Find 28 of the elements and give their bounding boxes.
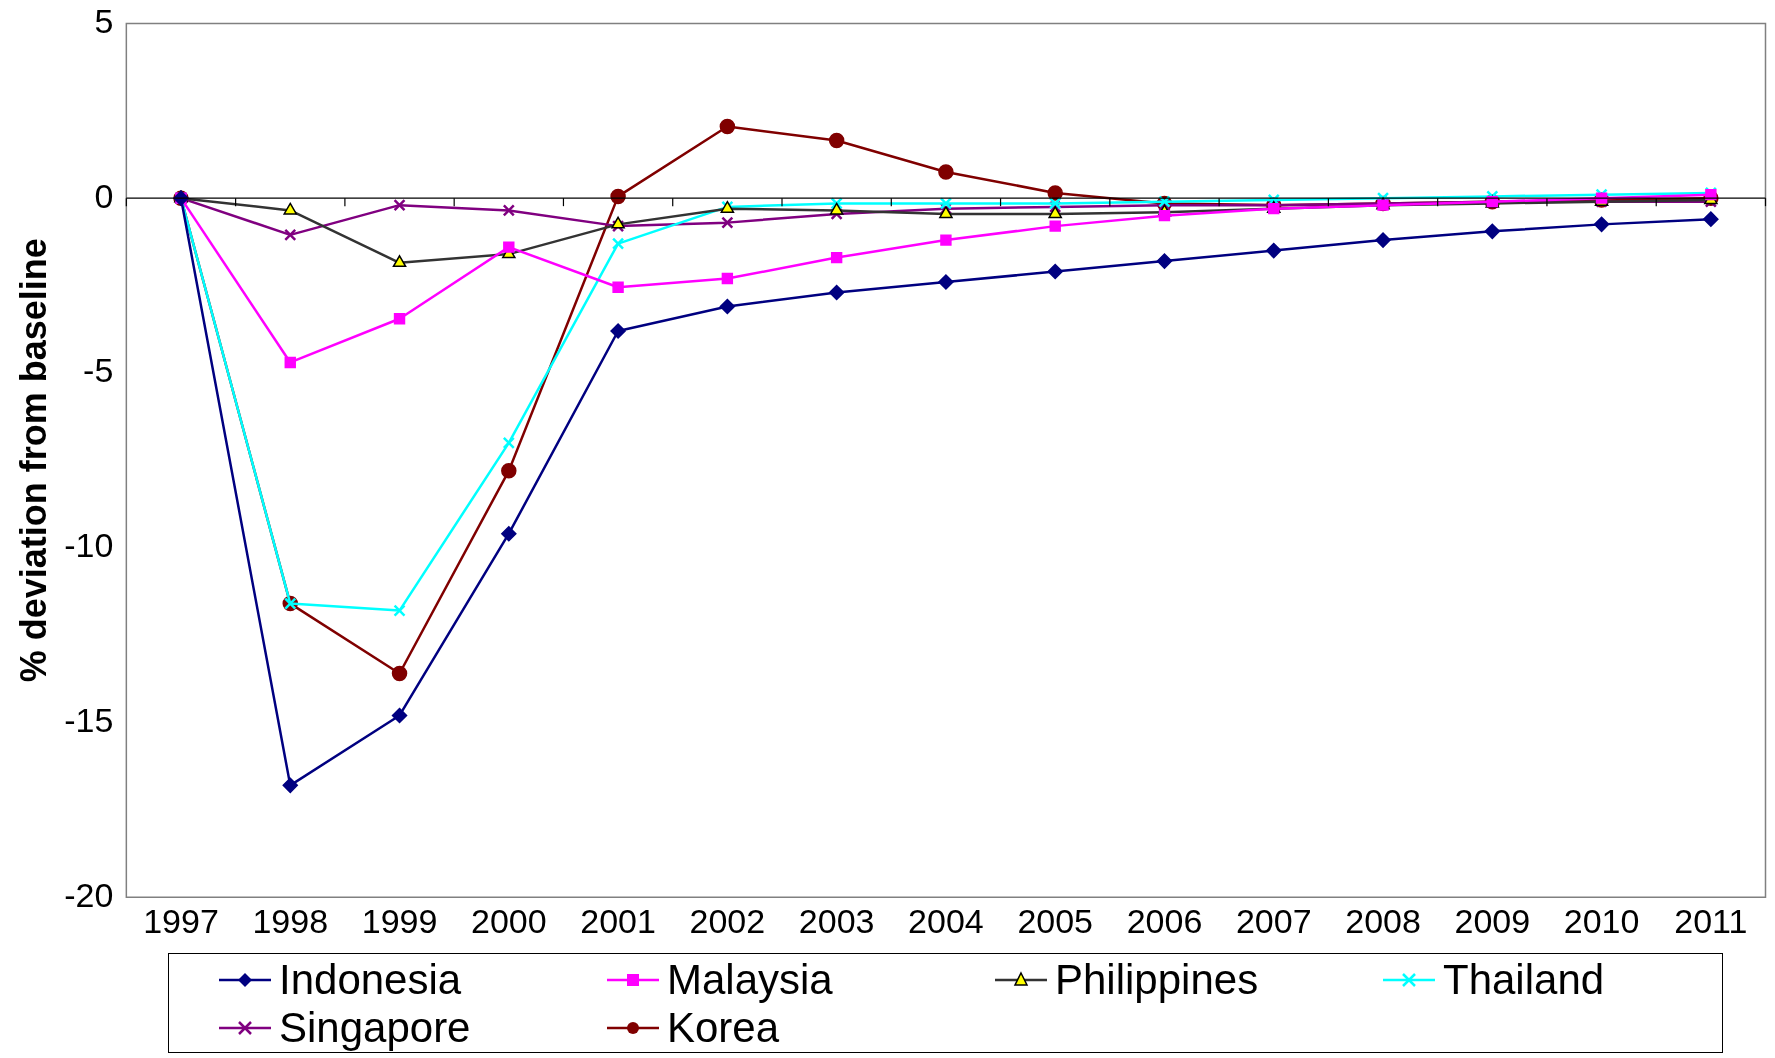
legend-label: Indonesia [279, 956, 462, 1003]
x-tick-label: 2007 [1235, 901, 1312, 940]
x-tick-label: 2002 [689, 901, 766, 940]
x-tick-label: 1999 [361, 901, 438, 940]
y-tick-label: 0 [94, 176, 114, 215]
y-tick-label: -20 [64, 875, 114, 914]
legend-label: Korea [667, 1004, 780, 1051]
x-tick-label: 2003 [798, 901, 875, 940]
x-tick-label: 2000 [470, 901, 547, 940]
legend-label: Thailand [1443, 956, 1605, 1003]
x-tick-label: 2011 [1674, 901, 1748, 940]
y-tick-label: -10 [64, 526, 114, 565]
y-tick-label: -5 [83, 351, 114, 390]
legend-label: Singapore [279, 1004, 471, 1051]
x-tick-label: 2001 [580, 901, 656, 940]
x-tick-label: 1997 [143, 901, 219, 940]
x-tick-label: 2009 [1454, 901, 1531, 940]
y-tick-label: -15 [64, 700, 114, 739]
x-tick-label: 2006 [1126, 901, 1203, 940]
x-tick-label: 1998 [252, 901, 329, 940]
y-axis-title: % deviation from baseline [12, 238, 54, 683]
x-tick-label: 2010 [1563, 901, 1640, 940]
x-tick-label: 2005 [1017, 901, 1094, 940]
y-tick-label: 5 [94, 1, 114, 40]
x-tick-label: 2004 [908, 901, 984, 940]
legend-label: Philippines [1055, 956, 1259, 1003]
x-tick-label: 2008 [1345, 901, 1421, 940]
legend-label: Malaysia [667, 956, 833, 1003]
